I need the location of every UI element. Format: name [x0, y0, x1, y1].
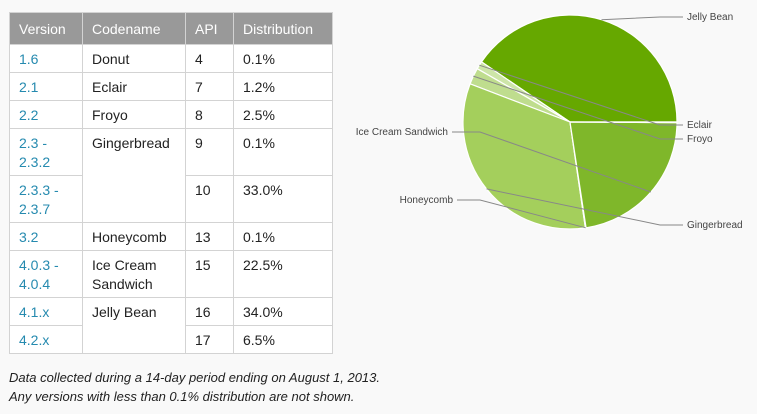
version-link[interactable]: 4.1.x [19, 304, 50, 320]
distribution-cell: 22.5% [233, 250, 333, 298]
caption-line-1: Data collected during a 14-day period en… [9, 370, 381, 385]
pie-slice-donut [569, 121, 678, 124]
distribution-cell: 0.1% [233, 222, 333, 251]
api-cell: 9 [185, 128, 234, 176]
api-cell: 13 [185, 222, 234, 251]
callout-line-jelly-bean [601, 16, 683, 21]
distribution-table: Version Codename API Distribution 1.6 Do… [9, 12, 333, 354]
slice-label-jelly-bean: Jelly Bean [687, 12, 733, 23]
data-caption: Data collected during a 14-day period en… [9, 368, 380, 406]
header-distribution: Distribution [233, 12, 333, 45]
api-cell: 4 [185, 44, 234, 73]
header-api: API [185, 12, 234, 45]
callout-line-ice-cream-sandwich [452, 131, 652, 193]
table-row: 2.3 - 2.3.2 Gingerbread 9 0.1% [9, 128, 333, 223]
distribution-cell: 1.2% [233, 72, 333, 101]
table-row: 2.1 Eclair 7 1.2% [9, 72, 333, 101]
pie-slice-gingerbread [462, 83, 587, 230]
codename-cell: Gingerbread [82, 128, 186, 223]
api-cell: 15 [185, 250, 234, 298]
codename-cell: Jelly Bean [82, 297, 186, 354]
slice-label-froyo: Froyo [687, 134, 713, 145]
table-row: 2.3.3 - 2.3.7 10 33.0% [9, 175, 333, 223]
distribution-cell: 2.5% [233, 100, 333, 129]
version-link[interactable]: 4.2.x [19, 332, 50, 348]
version-link[interactable]: 1.6 [19, 51, 39, 67]
callout-line-honeycomb [457, 199, 586, 229]
codename-cell: Ice Cream Sandwich [82, 250, 186, 298]
pie-slice-ice-cream-sandwich [569, 121, 678, 229]
codename-cell: Donut [82, 44, 186, 73]
table-row: 3.2 Honeycomb 13 0.1% [9, 222, 333, 251]
api-cell: 7 [185, 72, 234, 101]
distribution-pie-chart: Jelly Bean Ice Cream Sandwich Honeycomb Ecl… [356, 12, 743, 231]
distribution-cell: 33.0% [233, 175, 333, 223]
api-cell: 17 [185, 325, 234, 354]
version-link[interactable]: 3.2 [19, 229, 39, 245]
slice-label-ice-cream-sandwich: Ice Cream Sandwich [356, 127, 448, 138]
table-row: 2.2 Froyo 8 2.5% [9, 100, 333, 129]
table-row: 4.0.3 - 4.0.4 Ice Cream Sandwich 15 22.5… [9, 250, 333, 298]
distribution-cell: 6.5% [233, 325, 333, 354]
pie-slice-jelly-bean [480, 14, 678, 123]
api-cell: 10 [185, 175, 234, 223]
table-row: 4.2.x 17 6.5% [9, 325, 333, 354]
callout-line-froyo [473, 75, 683, 140]
slice-label-gingerbread: Gingerbread [687, 220, 743, 231]
version-link[interactable]: 2.3 - 2.3.2 [19, 135, 51, 170]
callout-line-gingerbread [486, 188, 683, 226]
version-link[interactable]: 4.0.3 - 4.0.4 [19, 257, 59, 292]
api-cell: 16 [185, 297, 234, 326]
version-link[interactable]: 2.3.3 - 2.3.7 [19, 182, 59, 217]
distribution-cell: 0.1% [233, 128, 333, 176]
caption-line-2: Any versions with less than 0.1% distrib… [9, 389, 355, 404]
header-version: Version [9, 12, 83, 45]
distribution-cell: 0.1% [233, 44, 333, 73]
api-cell: 8 [185, 100, 234, 129]
codename-cell: Froyo [82, 100, 186, 129]
version-link[interactable]: 2.2 [19, 107, 39, 123]
version-link[interactable]: 2.1 [19, 79, 39, 95]
table-row: 4.1.x Jelly Bean 16 34.0% [9, 297, 333, 354]
callout-line-eclair [479, 64, 683, 126]
distribution-cell: 34.0% [233, 297, 333, 326]
codename-cell: Honeycomb [82, 222, 186, 251]
table-header-row: Version Codename API Distribution [9, 12, 333, 45]
slice-label-eclair: Eclair [687, 120, 713, 131]
table-row: 1.6 Donut 4 0.1% [9, 44, 333, 73]
slice-label-honeycomb: Honeycomb [400, 195, 454, 206]
codename-cell: Eclair [82, 72, 186, 101]
header-codename: Codename [82, 12, 186, 45]
